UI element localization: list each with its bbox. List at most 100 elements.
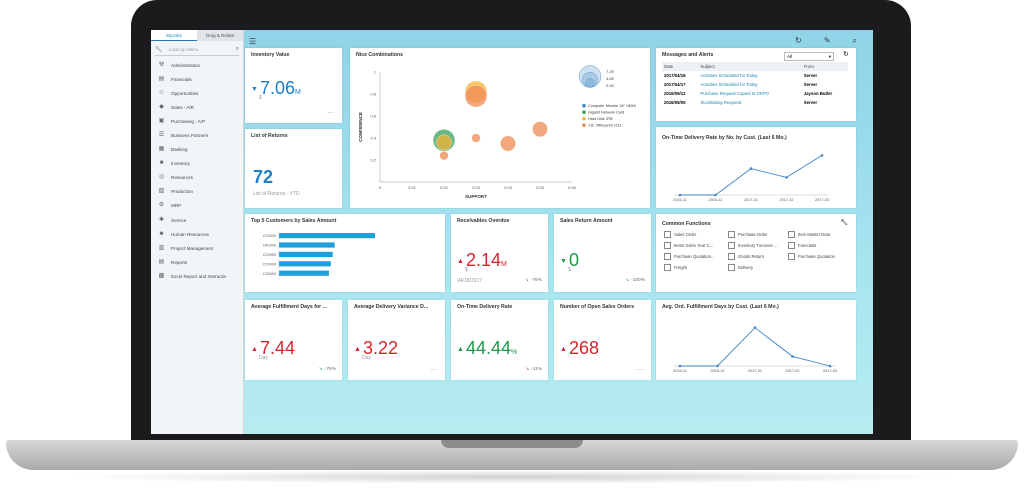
sidebar-item-sales-a-r[interactable]: ◆ Sales - A/R bbox=[151, 100, 243, 114]
common-function-link[interactable]: Inventory Turnover ... bbox=[728, 242, 788, 249]
sidebar-item-business-partners[interactable]: ☰ Business Partners bbox=[151, 128, 243, 142]
common-functions-card[interactable]: Common Functions 🔧︎ Sales Order Purchase … bbox=[656, 214, 856, 292]
data-point[interactable] bbox=[714, 193, 717, 197]
table-row[interactable]: 2016/09/05 Stocktaking Required Server bbox=[662, 98, 848, 107]
customer-bar[interactable] bbox=[279, 242, 335, 248]
arrow-down-icon: ↘ bbox=[524, 278, 529, 283]
message-subject[interactable]: Stocktaking Required bbox=[700, 100, 742, 105]
bubble-point[interactable] bbox=[500, 135, 516, 152]
bubble-chart: 0 0.01 0.02 0.03 0.04 0.05 0.06 0.2 0.4 0.6 0.8 1 SU… bbox=[358, 65, 636, 199]
customer-bar[interactable] bbox=[279, 233, 375, 239]
bubble-point[interactable] bbox=[464, 85, 488, 108]
common-function-link[interactable]: Purchase Order bbox=[728, 231, 788, 238]
common-function-link[interactable]: Goods Return bbox=[728, 253, 788, 260]
hamburger-menu-icon[interactable]: ☰ bbox=[249, 37, 257, 46]
data-point[interactable] bbox=[785, 176, 788, 179]
delivery-variance-card[interactable]: Average Delivery Variance D... ▲ 3.22 Day… bbox=[348, 300, 445, 380]
common-function-link[interactable]: Purchase Quotation bbox=[788, 253, 838, 260]
otd-rate-card[interactable]: On-Time Delivery Rate ▲ 44.44% ↘ -11% bbox=[451, 300, 548, 380]
common-function-link[interactable]: Purchase Quotation... bbox=[664, 253, 728, 260]
data-point[interactable] bbox=[749, 167, 753, 170]
common-function-link[interactable]: Freight bbox=[664, 264, 728, 271]
inventory-value-card[interactable]: Inventory Value ▼ 7.06M $ ---- bbox=[245, 48, 342, 123]
column-header: Date bbox=[662, 62, 699, 71]
table-row[interactable]: 2017/04/17 Activities Scheduled for Today… bbox=[662, 80, 848, 89]
data-point[interactable] bbox=[716, 364, 719, 368]
data-point[interactable] bbox=[678, 193, 682, 197]
sidebar-item-opportunities[interactable]: ☺ Opportunities bbox=[151, 86, 243, 100]
shortcut-icon bbox=[788, 253, 795, 260]
edit-pencil-icon[interactable]: ✎ bbox=[823, 36, 831, 45]
sidebar-item-administration[interactable]: ⚒ Administration bbox=[151, 58, 243, 72]
data-point[interactable] bbox=[791, 355, 794, 358]
bubble-point[interactable] bbox=[439, 151, 449, 161]
menu-search[interactable]: 🔧︎ Look Up Menu ⌕ bbox=[155, 43, 239, 56]
common-function-link[interactable]: Sales Order bbox=[664, 231, 728, 238]
sidebar-item-resources[interactable]: ◎ Resources bbox=[151, 171, 243, 185]
sidebar-item-financials[interactable]: ▤ Financials bbox=[151, 72, 243, 86]
messages-filter-select[interactable]: All ▾ bbox=[784, 52, 834, 61]
series-line bbox=[680, 155, 823, 196]
table-row[interactable]: 2016/09/12 Purchase Request Copied to OKP… bbox=[662, 89, 848, 98]
card-title: Receivables Overdue bbox=[457, 218, 510, 224]
search-input[interactable]: Look Up Menu bbox=[169, 46, 199, 52]
avg-fulfillment-by-customer-card[interactable]: Avg. Ord. Fulfillment Days by Cust. (Las… bbox=[656, 300, 856, 380]
table-row[interactable]: 2017/04/18 Activities Scheduled for Today… bbox=[662, 71, 848, 80]
common-function-link[interactable]: Forecasts bbox=[788, 242, 838, 249]
sidebar-item-label: Opportunities bbox=[171, 90, 199, 96]
returns-card[interactable]: List of Returns 72 List of Returns - YTD bbox=[245, 129, 342, 208]
message-from: Jayson Butler bbox=[803, 91, 833, 96]
data-point[interactable] bbox=[678, 364, 682, 368]
common-function-link[interactable]: Items Sales Year C... bbox=[664, 242, 728, 249]
tab-myjobs[interactable]: MyJobs bbox=[151, 30, 197, 41]
message-subject[interactable]: Activities Scheduled for Today bbox=[700, 73, 758, 78]
sidebar-item-inventory[interactable]: ■ Inventory bbox=[151, 157, 243, 171]
otd-by-customer-card[interactable]: On-Time Delivery Rate by No. by Cust. (L… bbox=[656, 127, 856, 208]
sidebar-item-excel-report-and-interactiv[interactable]: ▩ Excel Report and Interactiv bbox=[151, 269, 243, 283]
sidebar-item-service[interactable]: ✱ Service bbox=[151, 213, 243, 227]
legend-entry: Gigabit Network Card bbox=[588, 111, 624, 115]
customer-bar[interactable] bbox=[279, 270, 329, 276]
search-icon[interactable]: ⌕ bbox=[235, 45, 239, 52]
fulfillment-days-card[interactable]: Average Fulfillment Days for ... ▲ 7.44 D… bbox=[245, 300, 342, 380]
x-tick-label: 0.06 bbox=[568, 185, 577, 190]
sidebar-item-banking[interactable]: ▦ Banking bbox=[151, 143, 243, 157]
common-function-link[interactable]: Item Master Data bbox=[788, 231, 838, 238]
data-point[interactable] bbox=[753, 326, 757, 329]
sidebar-item-reports[interactable]: ▤ Reports bbox=[151, 255, 243, 269]
shortcut-icon bbox=[664, 264, 671, 271]
sidebar-item-project-management[interactable]: ▥ Project Management bbox=[151, 241, 243, 255]
bubble-point[interactable] bbox=[436, 134, 452, 151]
sidebar-item-purchasing-a-p[interactable]: ▣ Purchasing - A/P bbox=[151, 114, 243, 128]
open-orders-card[interactable]: Number of Open Sales Orders ▲ 268 ---- bbox=[554, 300, 651, 380]
nice-combinations-card[interactable]: Nice Combinations 0 0.01 0.02 0.03 0.04 0.05 0… bbox=[350, 48, 650, 208]
refresh-icon[interactable]: ↻ bbox=[843, 51, 849, 58]
refresh-icon[interactable]: ↻ bbox=[795, 36, 802, 45]
wrench-icon[interactable]: 🔧︎ bbox=[840, 220, 848, 226]
messages-card[interactable]: Messages and Alerts All ▾ ↻ Date Subject … bbox=[656, 48, 856, 121]
service-icon: ✱ bbox=[158, 216, 165, 223]
customer-bar[interactable] bbox=[279, 261, 331, 267]
message-subject[interactable]: Purchase Request Copied to OKPO bbox=[700, 91, 769, 96]
tab-drag-relate[interactable]: Drag & Relate bbox=[197, 30, 243, 41]
sidebar-item-production[interactable]: ▧ Production bbox=[151, 185, 243, 199]
customer-bar[interactable] bbox=[279, 251, 333, 257]
as-of-date: 04/18/2017 bbox=[457, 278, 483, 284]
card-title: Top 5 Customers by Sales Amount bbox=[251, 218, 337, 224]
bubble-point[interactable] bbox=[532, 121, 548, 137]
data-point[interactable] bbox=[820, 154, 824, 157]
message-subject[interactable]: Activities Scheduled for Today bbox=[700, 82, 758, 87]
common-function-link[interactable]: Delivery bbox=[728, 264, 788, 271]
receivables-card[interactable]: Receivables Overdue ▲ 2.14M $ 04/18/2017 … bbox=[451, 214, 548, 292]
card-title: On-Time Delivery Rate by No. by Cust. (L… bbox=[662, 135, 787, 141]
bubble-point[interactable] bbox=[471, 133, 481, 143]
arrow-down-icon: ↘ bbox=[525, 367, 530, 372]
top5-customers-card[interactable]: Top 5 Customers by Sales Amount C20000 C4… bbox=[245, 214, 445, 292]
category-label: C20000 bbox=[263, 234, 276, 238]
sidebar-item-mrp[interactable]: ⚙ MRP bbox=[151, 199, 243, 213]
legend-swatch bbox=[582, 110, 586, 114]
search-icon[interactable]: ⌕ bbox=[852, 36, 857, 45]
data-point[interactable] bbox=[828, 364, 832, 368]
sidebar-item-human-resources[interactable]: ☻ Human Resources bbox=[151, 227, 243, 241]
sales-return-card[interactable]: Sales Return Amount ▼ 0 $ ↘ -100% bbox=[554, 214, 651, 292]
